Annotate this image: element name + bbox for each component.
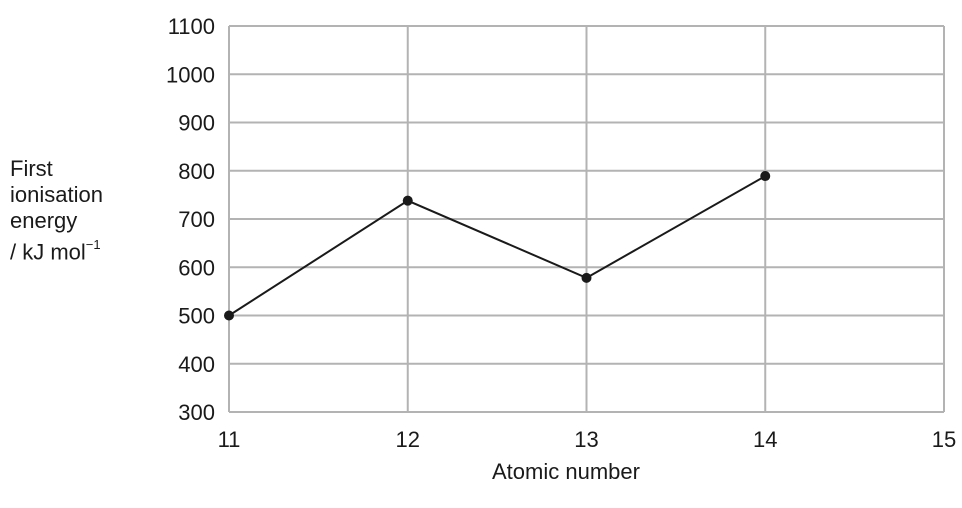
y-tick-label-1100: 1100 (168, 14, 215, 39)
y-axis-label-line-1: First (10, 156, 53, 181)
y-tick-label-600: 600 (178, 255, 215, 280)
data-point-14 (760, 171, 771, 182)
y-tick-label-700: 700 (178, 207, 215, 232)
grid (229, 25, 945, 412)
data-point-12 (402, 195, 413, 206)
x-tick-label-12: 12 (396, 427, 420, 452)
tick-labels: 300 400 500 600 700 800 900 1000 1100 11 12 13 14 15 (166, 14, 956, 452)
y-axis-label: First ionisation energy / kJ mol−1 (10, 156, 103, 265)
y-axis-unit: / kJ mol (10, 239, 86, 265)
y-tick-label-400: 400 (178, 352, 215, 377)
x-tick-label-14: 14 (753, 427, 777, 452)
y-tick-label-500: 500 (178, 304, 215, 329)
y-axis-unit-exponent: −1 (85, 237, 101, 252)
y-axis-label-line-3: energy (10, 208, 78, 233)
y-tick-label-300: 300 (178, 400, 215, 425)
y-tick-label-1000: 1000 (166, 62, 215, 87)
y-axis-label-line-4: / kJ mol−1 (10, 234, 103, 265)
y-tick-label-800: 800 (178, 159, 215, 184)
x-tick-label-11: 11 (218, 427, 241, 452)
data-point-11 (224, 310, 234, 321)
series-line (224, 171, 771, 321)
y-tick-label-900: 900 (178, 111, 215, 136)
axes (228, 26, 944, 413)
x-tick-label-13: 13 (574, 427, 598, 452)
x-tick-label-15: 15 (932, 427, 956, 452)
x-axis-label: Atomic number (492, 459, 640, 484)
y-axis-label-line-2: ionisation (10, 182, 103, 207)
data-point-13 (581, 272, 592, 283)
data-line (228, 175, 766, 317)
